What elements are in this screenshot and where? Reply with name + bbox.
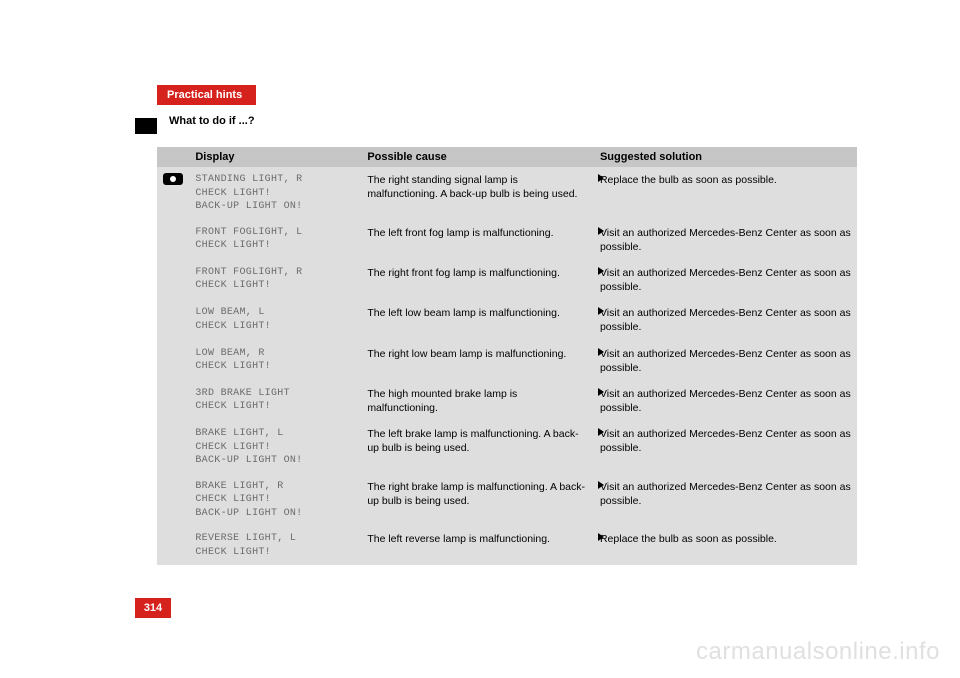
header-icon-col [157, 147, 189, 167]
solution-text: Visit an authorized Mercedes-Benz Center… [600, 267, 851, 293]
display-line: 3RD BRAKE LIGHT [195, 387, 355, 401]
display-line: BRAKE LIGHT, R [195, 480, 355, 494]
icon-cell [157, 381, 189, 421]
page-content: Practical hints What to do if ...? Displ… [0, 0, 960, 565]
solution-cell: Visit an authorized Mercedes-Benz Center… [594, 381, 857, 421]
bulb-icon [163, 173, 183, 185]
display-line: STANDING LIGHT, R [195, 173, 355, 187]
solution-text: Visit an authorized Mercedes-Benz Center… [600, 348, 851, 374]
header-solution: Suggested solution [594, 147, 857, 167]
icon-cell [157, 421, 189, 474]
diagnostic-table: Display Possible cause Suggested solutio… [157, 147, 857, 565]
table-header-row: Display Possible cause Suggested solutio… [157, 147, 857, 167]
watermark: carmanualsonline.info [696, 638, 940, 666]
arrow-icon [598, 227, 604, 235]
solution-text: Visit an authorized Mercedes-Benz Center… [600, 388, 851, 414]
solution-text: Visit an authorized Mercedes-Benz Center… [600, 227, 851, 253]
display-line: LOW BEAM, R [195, 347, 355, 361]
table-row: REVERSE LIGHT, LCHECK LIGHT!The left rev… [157, 526, 857, 565]
icon-cell [157, 341, 189, 381]
cause-cell: The left brake lamp is malfunctioning. A… [361, 421, 594, 474]
display-line: CHECK LIGHT! [195, 441, 355, 455]
page-number: 314 [135, 598, 171, 618]
cause-cell: The right brake lamp is malfunctioning. … [361, 474, 594, 527]
arrow-icon [598, 533, 604, 541]
cause-cell: The right low beam lamp is malfunctionin… [361, 341, 594, 381]
cause-cell: The high mounted brake lamp is malfuncti… [361, 381, 594, 421]
display-cell: BRAKE LIGHT, LCHECK LIGHT!BACK-UP LIGHT … [189, 421, 361, 474]
arrow-icon [598, 174, 604, 182]
cause-cell: The right standing signal lamp is malfun… [361, 167, 594, 220]
table-row: FRONT FOGLIGHT, LCHECK LIGHT!The left fr… [157, 220, 857, 260]
solution-text: Visit an authorized Mercedes-Benz Center… [600, 481, 851, 507]
table-row: BRAKE LIGHT, LCHECK LIGHT!BACK-UP LIGHT … [157, 421, 857, 474]
cause-cell: The left low beam lamp is malfunctioning… [361, 300, 594, 340]
display-line: CHECK LIGHT! [195, 493, 355, 507]
display-cell: STANDING LIGHT, RCHECK LIGHT!BACK-UP LIG… [189, 167, 361, 220]
icon-cell [157, 220, 189, 260]
icon-cell [157, 474, 189, 527]
display-line: BACK-UP LIGHT ON! [195, 200, 355, 214]
solution-cell: Visit an authorized Mercedes-Benz Center… [594, 421, 857, 474]
display-cell: LOW BEAM, RCHECK LIGHT! [189, 341, 361, 381]
icon-cell [157, 300, 189, 340]
table-row: BRAKE LIGHT, RCHECK LIGHT!BACK-UP LIGHT … [157, 474, 857, 527]
solution-cell: Visit an authorized Mercedes-Benz Center… [594, 341, 857, 381]
display-line: CHECK LIGHT! [195, 400, 355, 414]
display-line: BRAKE LIGHT, L [195, 427, 355, 441]
display-line: CHECK LIGHT! [195, 187, 355, 201]
display-line: LOW BEAM, L [195, 306, 355, 320]
display-cell: BRAKE LIGHT, RCHECK LIGHT!BACK-UP LIGHT … [189, 474, 361, 527]
arrow-icon [598, 388, 604, 396]
black-marker [135, 118, 157, 134]
display-line: CHECK LIGHT! [195, 239, 355, 253]
header-cause: Possible cause [361, 147, 594, 167]
display-cell: LOW BEAM, LCHECK LIGHT! [189, 300, 361, 340]
display-cell: REVERSE LIGHT, LCHECK LIGHT! [189, 526, 361, 565]
arrow-icon [598, 348, 604, 356]
display-line: CHECK LIGHT! [195, 279, 355, 293]
solution-text: Visit an authorized Mercedes-Benz Center… [600, 428, 851, 454]
display-line: BACK-UP LIGHT ON! [195, 454, 355, 468]
icon-cell [157, 260, 189, 300]
cause-cell: The right front fog lamp is malfunctioni… [361, 260, 594, 300]
header-display: Display [189, 147, 361, 167]
table-row: FRONT FOGLIGHT, RCHECK LIGHT!The right f… [157, 260, 857, 300]
arrow-icon [598, 267, 604, 275]
solution-cell: Visit an authorized Mercedes-Benz Center… [594, 260, 857, 300]
section-tab: Practical hints [157, 85, 256, 105]
display-line: BACK-UP LIGHT ON! [195, 507, 355, 521]
table-row: LOW BEAM, RCHECK LIGHT!The right low bea… [157, 341, 857, 381]
cause-cell: The left reverse lamp is malfunctioning. [361, 526, 594, 565]
display-cell: 3RD BRAKE LIGHTCHECK LIGHT! [189, 381, 361, 421]
display-cell: FRONT FOGLIGHT, LCHECK LIGHT! [189, 220, 361, 260]
display-cell: FRONT FOGLIGHT, RCHECK LIGHT! [189, 260, 361, 300]
display-line: CHECK LIGHT! [195, 546, 355, 560]
display-line: FRONT FOGLIGHT, R [195, 266, 355, 280]
solution-cell: Visit an authorized Mercedes-Benz Center… [594, 220, 857, 260]
solution-text: Visit an authorized Mercedes-Benz Center… [600, 307, 851, 333]
table-row: LOW BEAM, LCHECK LIGHT!The left low beam… [157, 300, 857, 340]
cause-cell: The left front fog lamp is malfunctionin… [361, 220, 594, 260]
display-line: CHECK LIGHT! [195, 320, 355, 334]
icon-cell [157, 526, 189, 565]
solution-text: Replace the bulb as soon as possible. [600, 533, 777, 545]
solution-cell: Visit an authorized Mercedes-Benz Center… [594, 474, 857, 527]
arrow-icon [598, 307, 604, 315]
arrow-icon [598, 428, 604, 436]
table-row: 3RD BRAKE LIGHTCHECK LIGHT!The high moun… [157, 381, 857, 421]
display-line: CHECK LIGHT! [195, 360, 355, 374]
table-row: STANDING LIGHT, RCHECK LIGHT!BACK-UP LIG… [157, 167, 857, 220]
arrow-icon [598, 481, 604, 489]
solution-cell: Replace the bulb as soon as possible. [594, 167, 857, 220]
solution-cell: Visit an authorized Mercedes-Benz Center… [594, 300, 857, 340]
solution-text: Replace the bulb as soon as possible. [600, 174, 777, 186]
display-line: FRONT FOGLIGHT, L [195, 226, 355, 240]
solution-cell: Replace the bulb as soon as possible. [594, 526, 857, 565]
page-subtitle: What to do if ...? [135, 105, 860, 147]
display-line: REVERSE LIGHT, L [195, 532, 355, 546]
icon-cell [157, 167, 189, 220]
